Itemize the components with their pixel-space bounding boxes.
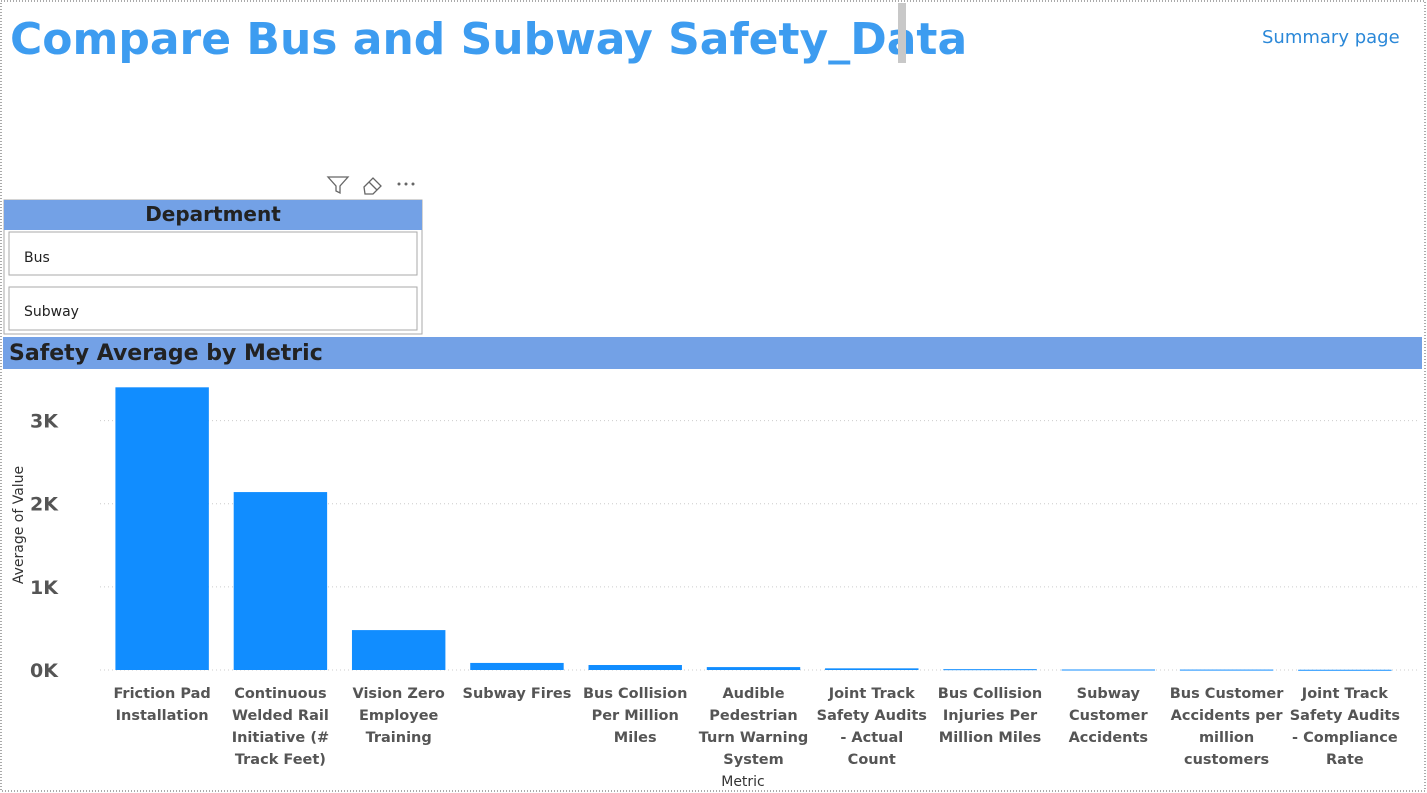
x-tick-label: Bus Customer Accidents per million custo… [1169,686,1284,768]
x-tick-label-box: Bus Customer Accidents per million custo… [1169,686,1284,768]
y-tick-label: 2K [30,494,59,516]
x-tick-label-box: Joint Track Safety Audits - Compliance R… [1289,686,1400,768]
x-tick-label: Bus Collision Injuries Per Million Miles [937,686,1043,746]
page-title: Compare Bus and Subway Safety_Data [10,14,967,65]
x-tick-label: Joint Track Safety Audits - Compliance R… [1289,686,1400,768]
bar [351,630,446,670]
bar [943,669,1037,671]
bar [825,668,919,670]
x-tick-label-box: Joint Track Safety Audits - Actual Count [816,686,927,768]
x-tick-label: Continuous Welded Rail Initiative (# Tra… [231,686,330,768]
slicer-header [4,200,422,230]
x-tick-label-box: Subway Fires [462,686,572,702]
bar [1061,669,1156,671]
bar [1298,669,1392,671]
bar [470,662,564,670]
y-axis-title: Average of Value [11,466,27,584]
y-tick-label: 3K [30,411,59,433]
slicer-item-label[interactable]: Bus [24,250,50,266]
bar [588,665,682,670]
filter-icon[interactable] [326,176,350,195]
x-tick-label: Joint Track Safety Audits - Actual Count [816,686,927,768]
x-axis-title: Metric [721,774,765,790]
x-tick-label: Vision Zero Employee Training [352,686,445,746]
summary-link[interactable]: Summary page [1262,27,1400,48]
chart-title: Safety Average by Metric [9,341,323,366]
y-tick-label: 1K [30,577,59,599]
x-tick-label: Friction Pad Installation [113,686,211,724]
slicer-title: Department [145,202,281,226]
x-tick-label: Bus Collision Per Million Miles [582,686,688,746]
slicer-toolbar [326,176,415,195]
x-tick-label-box: Audible Pedestrian Turn Warning System [698,686,809,768]
x-tick-label-box: Vision Zero Employee Training [352,686,445,746]
x-tick-label: Audible Pedestrian Turn Warning System [698,686,809,768]
bar [233,492,328,670]
eraser-icon[interactable] [363,177,382,195]
bar [115,387,209,670]
y-tick-label: 0K [30,660,59,682]
x-tick-label-box: Continuous Welded Rail Initiative (# Tra… [231,686,330,768]
chart-header [3,337,1422,369]
x-tick-label: Subway Customer Accidents [1068,686,1149,746]
more-icon[interactable] [397,182,415,186]
slicer-item[interactable] [8,286,418,331]
x-tick-label-box: Subway Customer Accidents [1068,686,1149,746]
divider [898,3,906,63]
slicer-item[interactable] [8,231,418,276]
bar [706,667,801,670]
bar [1179,669,1274,671]
x-tick-label-box: Bus Collision Per Million Miles [582,686,688,746]
x-tick-label: Subway Fires [462,686,572,702]
slicer-item-label[interactable]: Subway [24,304,79,320]
x-tick-label-box: Friction Pad Installation [113,686,211,724]
x-tick-label-box: Bus Collision Injuries Per Million Miles [937,686,1043,746]
